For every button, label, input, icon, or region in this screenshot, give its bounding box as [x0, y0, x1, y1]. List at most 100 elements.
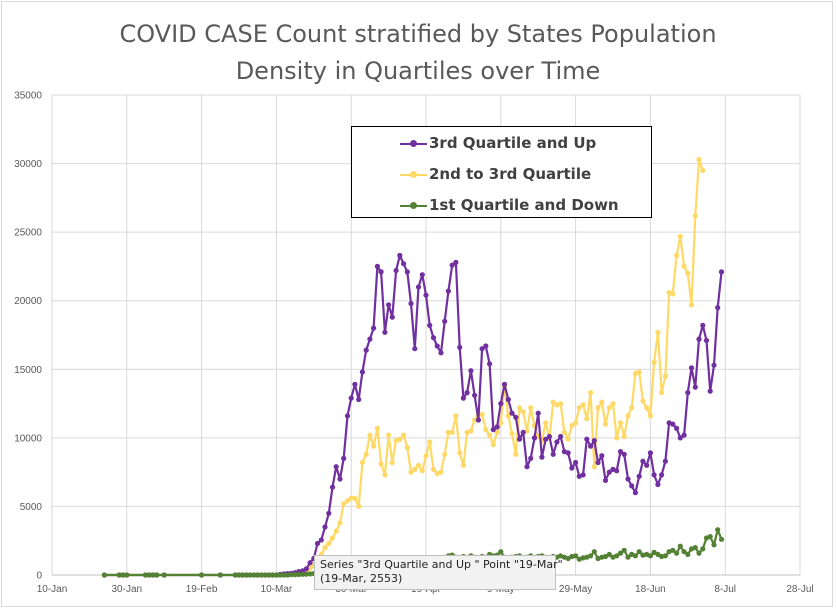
data-point [700, 546, 706, 552]
data-point [300, 571, 306, 577]
data-point [681, 432, 687, 438]
data-point [681, 549, 687, 555]
data-point [546, 433, 553, 440]
data-point [558, 401, 564, 407]
data-point [610, 401, 616, 407]
data-point [393, 267, 399, 274]
data-point [606, 551, 612, 558]
data-point [494, 429, 500, 435]
data-point [326, 540, 332, 547]
data-point [632, 490, 639, 496]
data-point [554, 439, 560, 445]
x-tick-label: 28-Jul [786, 584, 813, 595]
data-point [359, 369, 365, 375]
data-point [688, 302, 695, 308]
data-point [543, 420, 549, 426]
y-tick-label: 5000 [20, 502, 43, 513]
x-tick-label: 29-May [559, 584, 592, 595]
data-point [277, 572, 283, 578]
data-point [696, 336, 702, 342]
data-point [629, 405, 635, 411]
data-point [580, 472, 586, 478]
data-point [588, 390, 594, 396]
data-point [703, 337, 710, 344]
x-tick-label: 30-Jan [112, 584, 143, 595]
data-point [640, 458, 646, 464]
legend[interactable]: 3rd Quartile and Up 2nd to 3rd Quartile … [351, 126, 652, 218]
data-point [606, 469, 612, 475]
series-line-1 [104, 158, 704, 577]
data-point [124, 572, 130, 578]
data-point [322, 545, 328, 551]
data-point [483, 427, 489, 433]
data-point [632, 553, 639, 559]
y-tick-label: 0 [36, 571, 42, 582]
data-point [329, 484, 336, 490]
data-point [505, 413, 511, 419]
data-point [674, 550, 680, 556]
data-point [247, 572, 253, 578]
data-point [677, 233, 683, 239]
data-point [434, 343, 440, 349]
data-point [150, 572, 156, 578]
data-point [569, 422, 575, 429]
data-point [401, 432, 407, 438]
data-point [445, 288, 451, 294]
data-point [558, 433, 564, 440]
data-point [591, 549, 597, 555]
data-point [711, 542, 717, 548]
data-point [412, 346, 418, 352]
data-point [408, 300, 414, 307]
data-point [617, 449, 624, 455]
data-point [602, 553, 609, 560]
data-point [490, 427, 496, 433]
data-point [412, 466, 418, 472]
data-point [625, 476, 631, 482]
data-point [475, 417, 481, 423]
data-point [453, 259, 459, 265]
legend-item-1st-quartile[interactable]: 1st Quartile and Down [352, 195, 652, 217]
data-point [617, 550, 624, 556]
data-point [602, 477, 609, 483]
data-point [281, 572, 287, 578]
data-point [711, 362, 717, 368]
data-point [636, 549, 642, 555]
data-point [232, 572, 238, 578]
data-point [494, 424, 500, 430]
data-point [647, 413, 654, 419]
data-point [696, 550, 702, 556]
chart-title-line-2: Density in Quartiles over Time [235, 57, 601, 85]
x-tick-label: 8-Jul [714, 584, 736, 595]
data-point [453, 413, 459, 419]
data-point [423, 292, 429, 298]
data-point [371, 443, 377, 449]
data-point [307, 560, 313, 566]
data-point [472, 392, 478, 398]
data-point [651, 359, 657, 365]
legend-item-2nd-to-3rd-quartile[interactable]: 2nd to 3rd Quartile [352, 164, 652, 186]
data-point [688, 365, 695, 371]
data-point [273, 572, 279, 578]
data-point [397, 252, 403, 259]
legend-label: 3rd Quartile and Up [429, 134, 597, 152]
data-point [715, 527, 721, 533]
data-point [591, 438, 597, 444]
y-tick-label: 30000 [14, 159, 42, 170]
data-point [614, 468, 620, 474]
data-point [445, 429, 451, 435]
data-point [487, 432, 493, 438]
data-point [561, 429, 568, 435]
data-point [101, 572, 107, 578]
data-point [292, 572, 298, 578]
data-point [352, 381, 358, 387]
data-point [236, 572, 242, 578]
data-point [692, 213, 698, 219]
data-point [460, 462, 466, 468]
legend-item-3rd-quartile[interactable]: 3rd Quartile and Up [352, 133, 652, 155]
data-point [662, 373, 669, 379]
data-point [584, 416, 590, 422]
data-point [625, 554, 631, 560]
data-point [576, 405, 582, 411]
data-point [524, 464, 530, 470]
data-point [374, 425, 380, 431]
